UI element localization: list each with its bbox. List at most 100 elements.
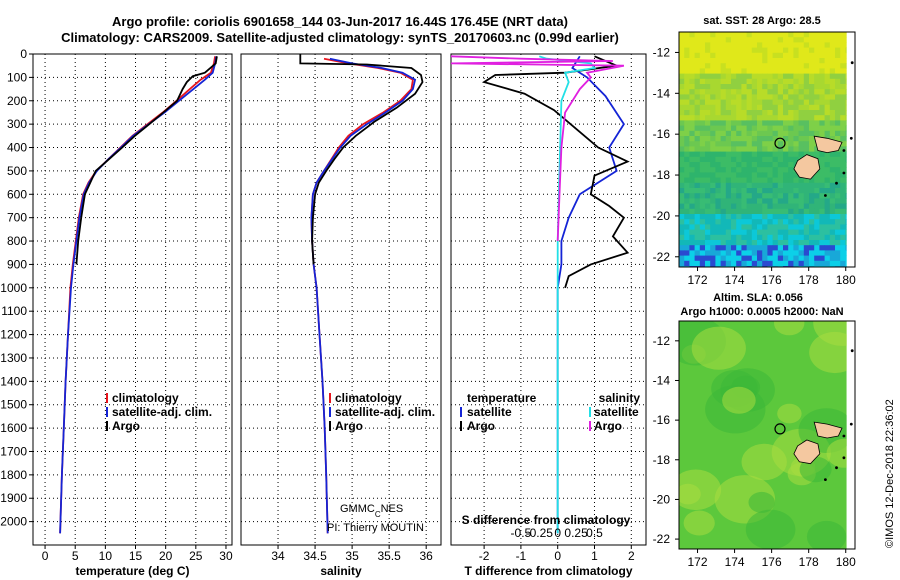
legend-label: satellite-adj. clim. <box>112 405 212 419</box>
x-axis-label: temperature (deg C) <box>75 564 189 578</box>
y-tick-label: 1200 <box>0 328 27 342</box>
x-tick-label: 35 <box>345 549 359 563</box>
x-tick-label: 25 <box>189 549 203 563</box>
argo-position-marker <box>774 423 786 435</box>
legend-label: satellite <box>467 405 512 419</box>
map-frame <box>678 31 856 268</box>
legend-label: climatology <box>112 391 179 405</box>
sla-blob <box>777 403 802 424</box>
small-island <box>850 61 854 65</box>
y-tick-label: 2000 <box>0 515 27 529</box>
map-field <box>679 321 847 549</box>
small-island <box>842 149 846 152</box>
x-tick-label: 0 <box>554 549 561 563</box>
credits-pi: PI: Thierry MOUTIN <box>327 522 424 534</box>
sla-blob <box>774 321 805 336</box>
x-top-tick-label: -0.5 <box>511 526 532 540</box>
sla-blob <box>691 326 746 370</box>
x-tick-label: 34 <box>271 549 285 563</box>
y-tick-label: 300 <box>7 117 27 131</box>
y-tick-label: 1500 <box>0 398 27 412</box>
series-line-satellite-adj-clim- <box>310 57 417 534</box>
sla-map-subtitle: Argo h1000: 0.0005 h2000: NaN <box>680 306 843 318</box>
sst-map-title: sat. SST: 28 Argo: 28.5 <box>703 15 821 27</box>
y-tick-label: 700 <box>7 211 27 225</box>
sla-map: 172 174 176 178 180 -12 -14 -16 -18 -20 -22 <box>653 320 856 569</box>
legend-label: Argo <box>335 419 363 433</box>
map-field <box>679 32 847 267</box>
sst-map: 172 174 176 178 180 -12 -14 -16 -18 -20 -22 <box>653 31 856 287</box>
y-tick-label: -22 <box>653 532 671 546</box>
x-tick-label: 176 <box>762 555 782 569</box>
x-tick-label: -1 <box>516 549 527 563</box>
y-tick-label: -16 <box>653 413 671 427</box>
series-line-salinity-satellite <box>539 55 597 534</box>
y-tick-label: 1700 <box>0 444 27 458</box>
title-line-1: Argo profile: coriolis 6901658_144 03-Ju… <box>112 14 568 29</box>
sla-map-title: Altim. SLA: 0.056 <box>713 292 803 304</box>
island-viti-levu <box>793 154 821 180</box>
x-tick-label: 174 <box>725 273 745 287</box>
small-island <box>842 171 846 175</box>
y-tick-label: -20 <box>653 209 671 223</box>
legend-label: satellite-adj. clim. <box>335 405 435 419</box>
y-tick-label: -20 <box>653 492 671 506</box>
sla-blob <box>806 520 847 549</box>
x-top-tick-label: 0 <box>554 526 561 540</box>
y-tick-label: -12 <box>653 334 671 348</box>
credits-gmmc: GMMCCNES <box>340 503 403 519</box>
temperature-panel: 0 5 10 15 20 25 300100200300400500600700800900… <box>0 47 233 578</box>
legend-label: Argo <box>467 419 495 433</box>
series-line-salinity-argo <box>451 55 625 242</box>
x-tick-label: 36 <box>420 549 434 563</box>
sla-blob <box>679 483 701 505</box>
y-tick-label: 200 <box>7 94 27 108</box>
x-tick-label: 1 <box>591 549 598 563</box>
small-island <box>824 478 827 481</box>
y-tick-label: 1800 <box>0 468 27 482</box>
legend-label: Argo <box>112 419 140 433</box>
sla-blob <box>748 491 775 513</box>
legend-label: Argo <box>594 419 622 433</box>
y-tick-label: -14 <box>653 86 671 100</box>
small-island <box>849 136 853 140</box>
plot-frame <box>32 53 233 546</box>
plot-frame <box>240 53 442 546</box>
x-tick-label: 5 <box>72 549 79 563</box>
x-tick-label: 180 <box>836 555 856 569</box>
x-tick-label: 172 <box>688 555 708 569</box>
x-tick-label: 10 <box>99 549 113 563</box>
y-tick-label: -16 <box>653 127 671 141</box>
y-tick-label: 900 <box>7 257 27 271</box>
sla-blob <box>683 510 715 536</box>
series-line-argo <box>75 56 218 265</box>
y-tick-label: 0 <box>20 47 27 61</box>
y-tick-label: 1000 <box>0 281 27 295</box>
y-tick-label: -14 <box>653 373 671 387</box>
series-line-satellite-adj-clim- <box>59 56 218 534</box>
small-island <box>824 194 827 197</box>
x-tick-label: 174 <box>725 555 745 569</box>
x-tick-label: 2 <box>628 549 635 563</box>
y-tick-label: -18 <box>653 453 671 467</box>
y-tick-label: 1400 <box>0 374 27 388</box>
sla-blob <box>741 443 787 481</box>
small-island <box>842 434 846 438</box>
small-island <box>850 349 854 353</box>
sla-blob <box>722 386 756 414</box>
plot-frame <box>450 53 647 546</box>
x-tick-label: 180 <box>836 273 856 287</box>
legend-title-salinity: salinity <box>599 391 641 405</box>
title-line-2: Climatology: CARS2009. Satellite-adjuste… <box>61 30 619 45</box>
series-line-argo <box>299 54 424 265</box>
small-island <box>835 181 838 185</box>
salinity-panel: 34 34.5 35 35.5 36 salinity climatologysatelli… <box>240 53 442 578</box>
small-island <box>835 466 838 470</box>
y-tick-label: 400 <box>7 141 27 155</box>
island-vanua-levu <box>813 135 843 154</box>
y-tick-label: 1100 <box>1 304 27 318</box>
x-tick-label: 30 <box>219 549 233 563</box>
x-tick-label: 172 <box>688 273 708 287</box>
x-top-tick-label: -0.25 <box>526 526 554 540</box>
